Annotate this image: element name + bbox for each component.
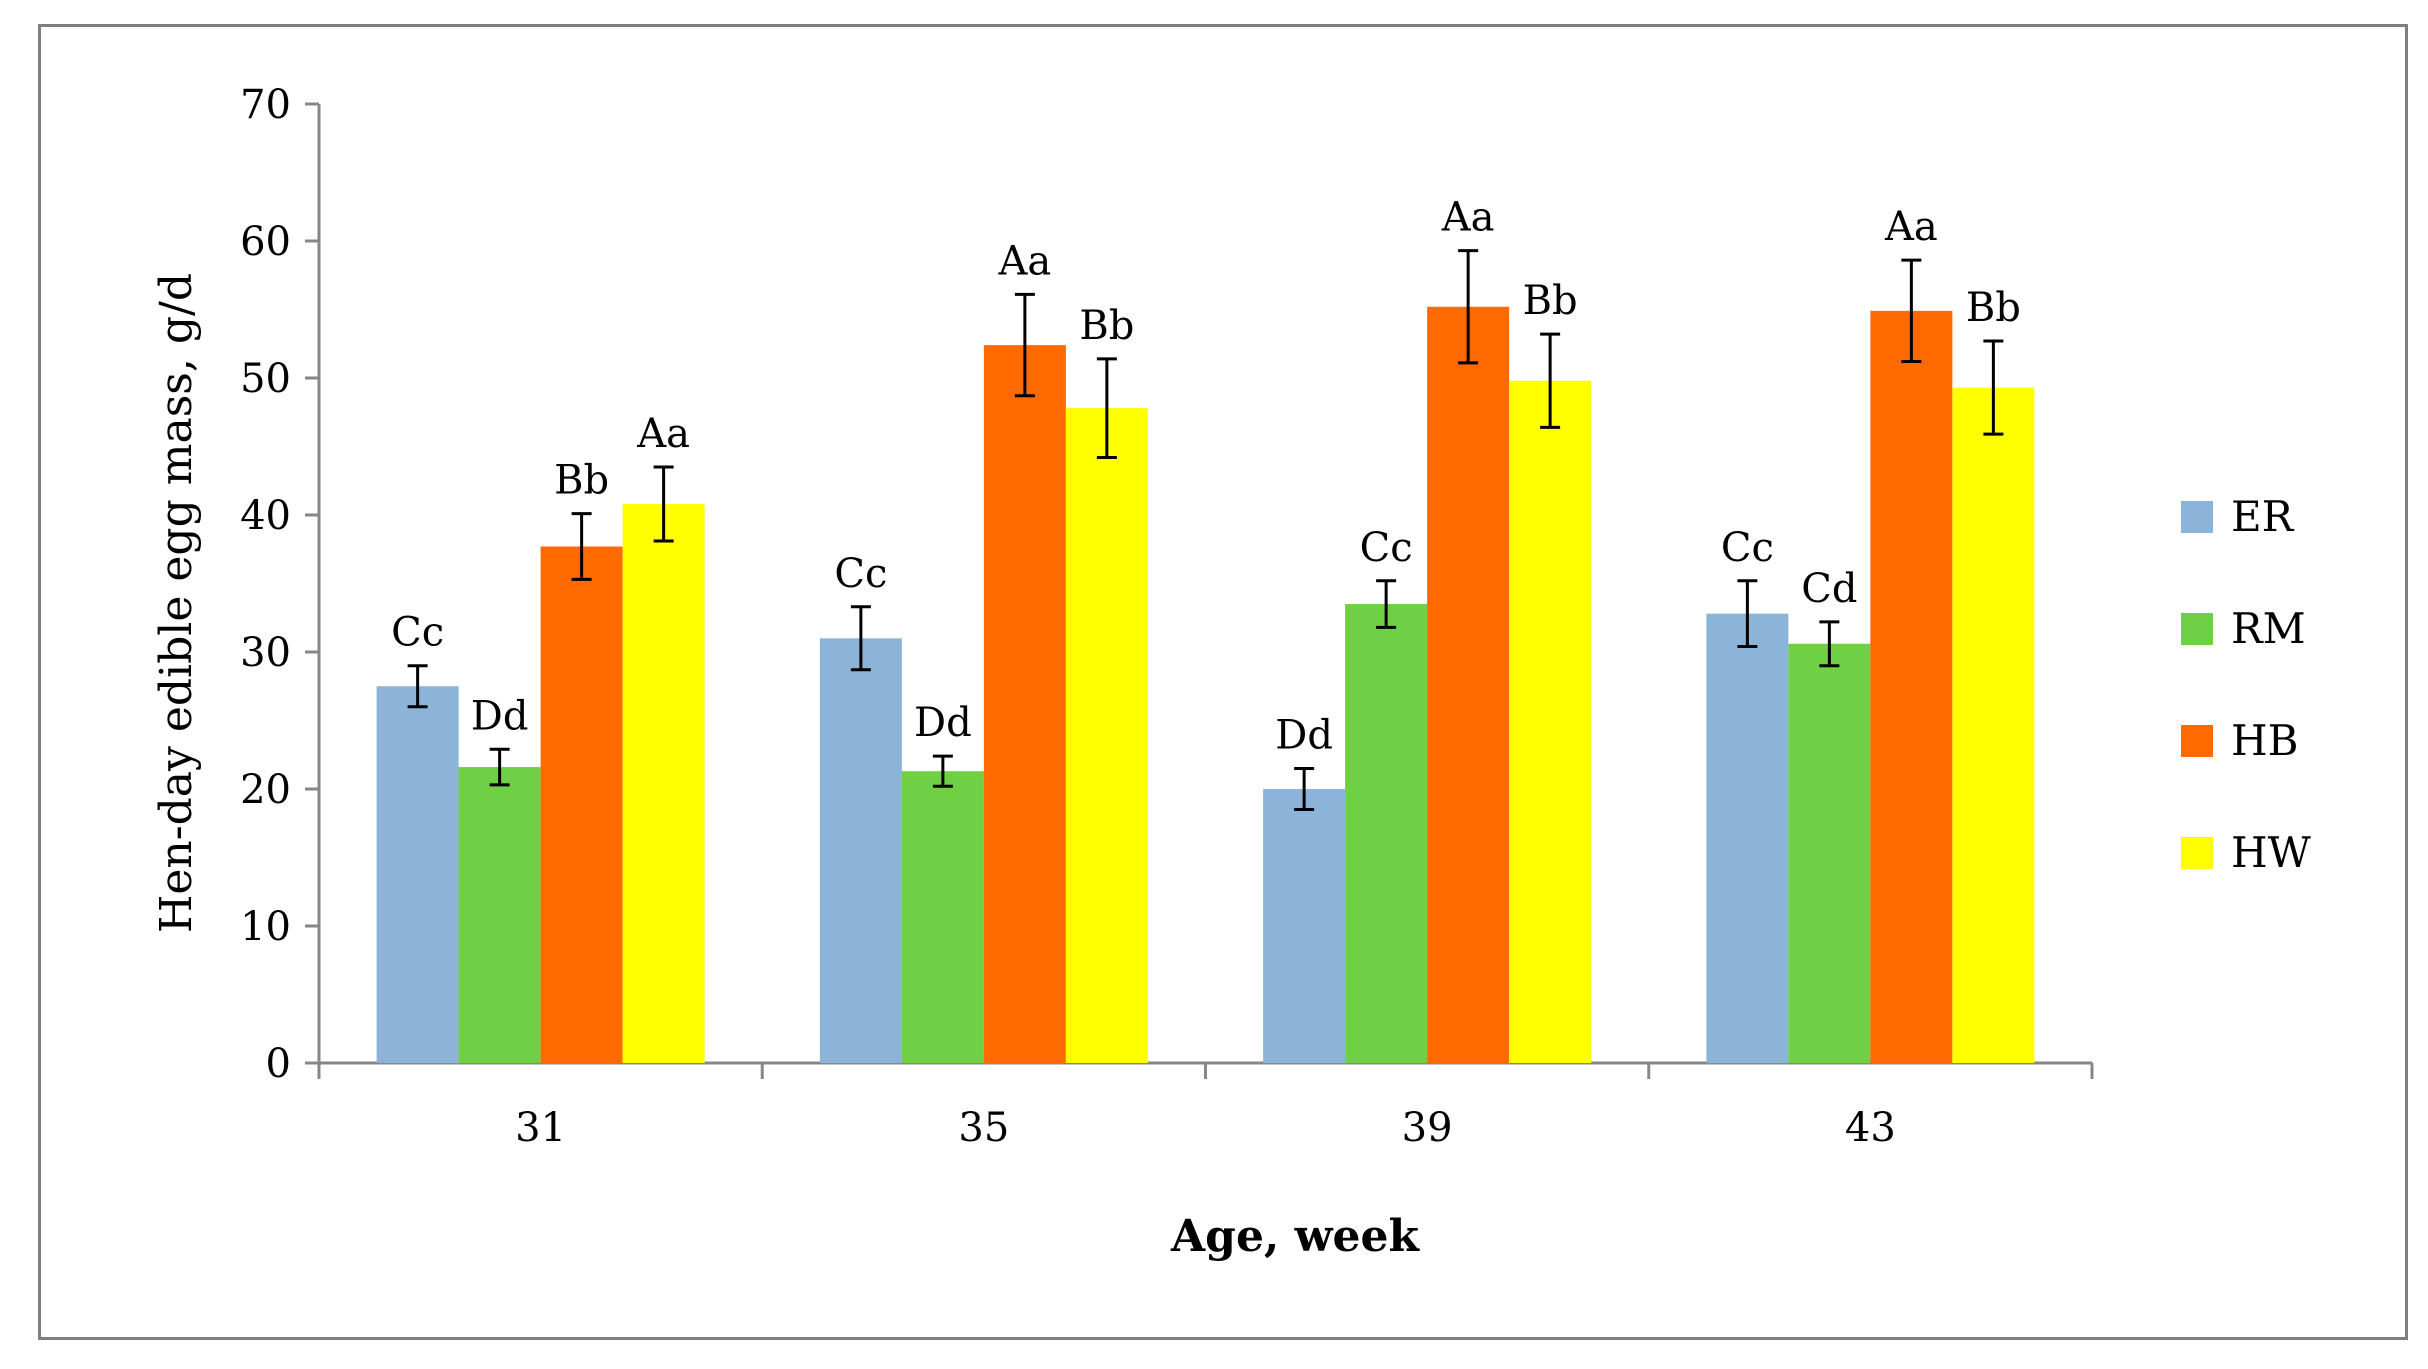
significance-label: Bb [1966,285,2021,331]
significance-label: Aa [1441,195,1495,241]
y-tick-label: 70 [240,82,291,128]
bar [983,345,1066,1063]
y-axis-title: Hen-day edible egg mass, g/d [151,273,202,933]
legend: ER RM HB HW [2181,492,2312,877]
significance-label: Aa [636,411,690,457]
significance-label: Cc [1721,525,1774,571]
bar [1345,604,1428,1063]
x-axis-title: Age, week [1170,1211,1420,1262]
y-tick-label: 0 [266,1041,291,1087]
y-tick-label: 60 [240,219,291,265]
significance-label: Dd [471,693,529,739]
significance-label: Dd [914,700,972,746]
y-axis: 0 10 20 30 40 50 60 70 [240,82,321,1087]
bar [901,771,984,1063]
significance-label: Cc [834,551,887,597]
legend-swatch [2181,837,2213,869]
chart-frame: 0 10 20 30 40 50 60 70 31 35 39 43 Cc Cc Dd Cc Dd Dd Cc C… [38,24,2408,1340]
bar [1263,789,1346,1063]
legend-swatch [2181,613,2213,645]
significance-label: Aa [998,238,1052,284]
significance-label: Bb [554,458,609,504]
x-axis: 31 35 39 43 [317,1061,2094,1151]
significance-label: Bb [1079,303,1134,349]
significance-label: Aa [1884,204,1938,250]
x-tick-label: 39 [1402,1105,1453,1151]
legend-label: HB [2231,716,2299,765]
legend-label: HW [2231,828,2312,877]
significance-label: Cd [1801,566,1857,612]
y-tick-label: 10 [240,904,291,950]
bar [1065,408,1148,1063]
y-tick-label: 40 [240,493,291,539]
bar [1952,387,2035,1064]
bar [1427,306,1510,1063]
significance-labels: Cc Cc Dd Cc Dd Dd Cc Cd Bb Aa Aa Aa Aa Bb Bb Bb [391,195,2021,759]
significance-label: Cc [391,610,444,656]
significance-label: Cc [1360,525,1413,571]
y-tick-label: 30 [240,630,291,676]
significance-label: Dd [1275,712,1333,758]
legend-label: RM [2231,604,2306,653]
legend-swatch [2181,501,2213,533]
bar [1706,613,1789,1063]
legend-label: ER [2231,492,2295,541]
significance-label: Bb [1523,278,1578,324]
bar [458,767,541,1063]
y-tick-label: 20 [240,767,291,813]
bar [622,504,705,1063]
bar [1788,643,1871,1063]
x-tick-label: 31 [515,1105,566,1151]
x-tick-label: 35 [958,1105,1009,1151]
y-tick-label: 50 [240,356,291,402]
error-bars [407,249,2004,812]
bar [819,638,902,1063]
bar [1870,310,1953,1063]
bar [376,686,459,1063]
bar [540,546,623,1063]
x-tick-label: 43 [1845,1105,1896,1151]
legend-swatch [2181,725,2213,757]
bar [1509,380,1592,1063]
bars [376,306,2035,1064]
